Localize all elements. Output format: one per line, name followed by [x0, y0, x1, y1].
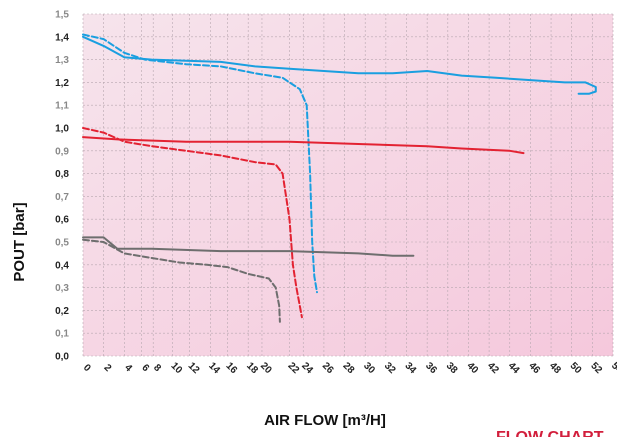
y-axis-title: POUT [bar] [11, 202, 28, 281]
y-tick-label: 0,3 [55, 283, 69, 294]
y-tick-label: 0,2 [55, 306, 69, 317]
series-line-4 [82, 236, 415, 257]
x-tick-label: 14 [206, 360, 222, 376]
x-tick-label: 42 [485, 360, 501, 376]
y-tick-label: 0,8 [55, 169, 69, 180]
y-tick-label: 1,5 [55, 10, 69, 21]
y-tick-labels: 0,0 0,1 0,2 0,3 0,4 0,5 0,6 0,7 0,8 0,9 1,0 1,1 1,2 1… [55, 10, 69, 363]
x-tick-label: 30 [361, 360, 377, 376]
y-tick-label: 0,5 [55, 238, 69, 249]
x-tick-label: 52 [588, 360, 604, 376]
x-tick-label: 38 [444, 360, 460, 376]
x-tick-label: 6 [139, 362, 151, 374]
x-axis-title: AIR FLOW [m³/H] [264, 412, 386, 429]
x-tick-label: 12 [186, 360, 202, 376]
series-group [82, 33, 597, 323]
y-tick-label: 1,2 [55, 78, 69, 89]
x-tick-label: 28 [341, 360, 357, 376]
x-tick-label: 24 [299, 360, 315, 376]
x-tick-label: 40 [464, 360, 480, 376]
series-line-5 [82, 238, 281, 323]
series-line-0 [82, 35, 597, 95]
x-tick-label: 2 [102, 362, 114, 374]
y-tick-label: 0,6 [55, 215, 69, 226]
y-tick-label: 1,3 [55, 55, 69, 66]
x-tick-label: 16 [223, 360, 239, 376]
y-tick-label: 0,9 [55, 146, 69, 157]
x-tick-label: 0 [81, 362, 93, 374]
series-line-3 [82, 127, 303, 319]
x-tick-label: 54 [609, 360, 617, 376]
x-tick-label: 8 [151, 362, 163, 374]
y-tick-label: 0,1 [55, 329, 69, 340]
x-tick-label: 22 [285, 360, 301, 376]
y-tick-label: 0,7 [55, 192, 69, 203]
x-tick-label: 46 [526, 360, 542, 376]
plot-background [83, 14, 613, 356]
y-tick-label: 1,4 [55, 32, 69, 43]
x-tick-label: 36 [423, 360, 439, 376]
series-line-1 [82, 33, 318, 294]
x-tick-label: 20 [258, 360, 274, 376]
x-tick-label: 48 [547, 360, 563, 376]
footer-label: FLOW CHART [496, 429, 604, 437]
x-tick-label: 50 [568, 360, 584, 376]
y-tick-label: 0,0 [55, 352, 69, 363]
y-tick-label: 0,4 [55, 260, 69, 271]
grid [82, 13, 614, 357]
x-tick-label: 32 [382, 360, 398, 376]
x-tick-label: 18 [244, 360, 260, 376]
x-tick-label: 10 [168, 360, 184, 376]
y-tick-label: 1,1 [55, 101, 69, 112]
y-tick-label: 1,0 [55, 124, 69, 135]
x-tick-label: 26 [320, 360, 336, 376]
x-tick-label: 4 [122, 362, 134, 374]
x-tick-label: 34 [402, 360, 418, 376]
series-line-2 [82, 136, 525, 155]
x-tick-label: 44 [506, 360, 522, 376]
